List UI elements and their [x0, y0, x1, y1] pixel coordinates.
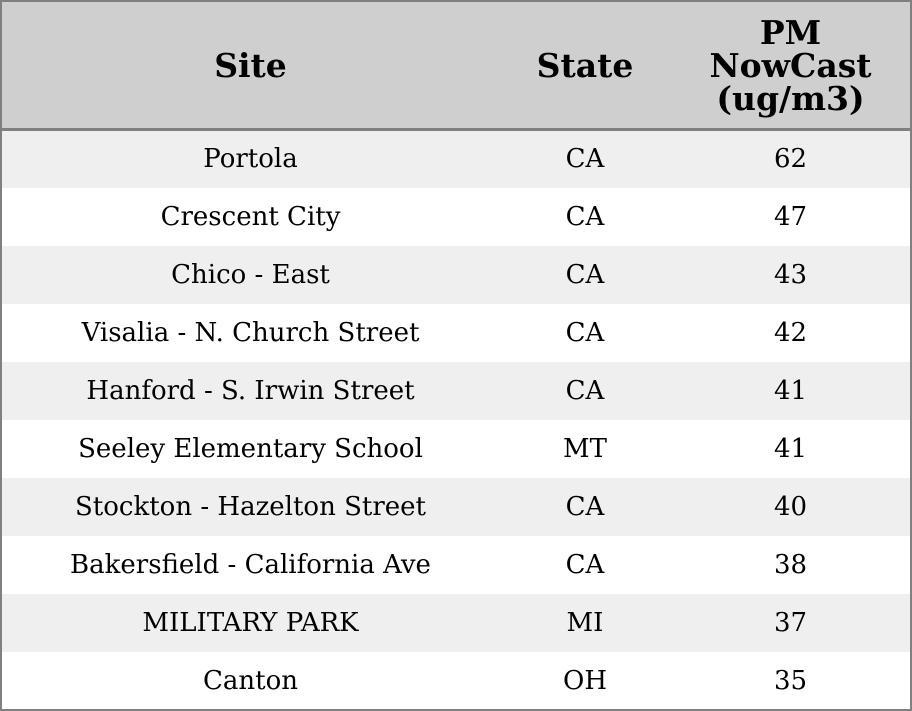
table-row: Chico - East CA 43: [2, 245, 910, 304]
cell-site: Seeley Elementary School: [78, 433, 423, 464]
cell-pm-value: 35: [773, 665, 808, 696]
column-header-pm-nowcast: PM NowCast (ug/m3): [671, 2, 910, 131]
pm-header-line-3: (ug/m3): [716, 78, 865, 118]
cell-pm-value: 47: [773, 201, 808, 232]
cell-pm-value: 43: [773, 259, 808, 290]
table-row: Bakersfield - California Ave CA 38: [2, 535, 910, 594]
cell-site: Bakersfield - California Ave: [70, 549, 431, 580]
cell-state: CA: [565, 375, 605, 406]
cell-pm-value: 62: [773, 144, 808, 175]
cell-state: CA: [565, 549, 605, 580]
cell-state: CA: [565, 144, 605, 175]
table-row: Seeley Elementary School MT 41: [2, 419, 910, 478]
cell-site: MILITARY PARK: [142, 607, 359, 638]
cell-state: CA: [565, 317, 605, 348]
cell-site: Chico - East: [171, 259, 330, 290]
pm-header-line-2: NowCast: [709, 45, 872, 85]
table-header-row: Site State PM NowCast (ug/m3): [2, 2, 910, 131]
column-header-site: Site: [2, 2, 499, 131]
cell-pm-value: 42: [773, 317, 808, 348]
cell-site: Crescent City: [160, 201, 341, 232]
cell-site: Hanford - S. Irwin Street: [86, 375, 415, 406]
cell-pm-value: 41: [773, 375, 808, 406]
cell-pm-value: 38: [773, 549, 808, 580]
table-row: MILITARY PARK MI 37: [2, 593, 910, 652]
cell-state: OH: [563, 665, 607, 696]
cell-site: Visalia - N. Church Street: [81, 317, 420, 348]
cell-site: Canton: [203, 665, 298, 696]
cell-site: Stockton - Hazelton Street: [75, 491, 426, 522]
pm-header-line-1: PM: [759, 12, 822, 52]
cell-state: CA: [565, 259, 605, 290]
cell-state: CA: [565, 491, 605, 522]
cell-state: MT: [563, 433, 607, 464]
table-row: Hanford - S. Irwin Street CA 41: [2, 361, 910, 420]
table-row: Crescent City CA 47: [2, 187, 910, 246]
cell-state: CA: [565, 201, 605, 232]
table-row: Portola CA 62: [2, 129, 910, 188]
cell-pm-value: 40: [773, 491, 808, 522]
cell-pm-value: 41: [773, 433, 808, 464]
column-header-state: State: [499, 2, 671, 131]
table-row: Visalia - N. Church Street CA 42: [2, 303, 910, 362]
table-row: Canton OH 35: [2, 651, 910, 709]
cell-pm-value: 37: [773, 607, 808, 638]
cell-site: Portola: [203, 144, 298, 175]
cell-state: MI: [566, 607, 604, 638]
table-row: Stockton - Hazelton Street CA 40: [2, 477, 910, 536]
